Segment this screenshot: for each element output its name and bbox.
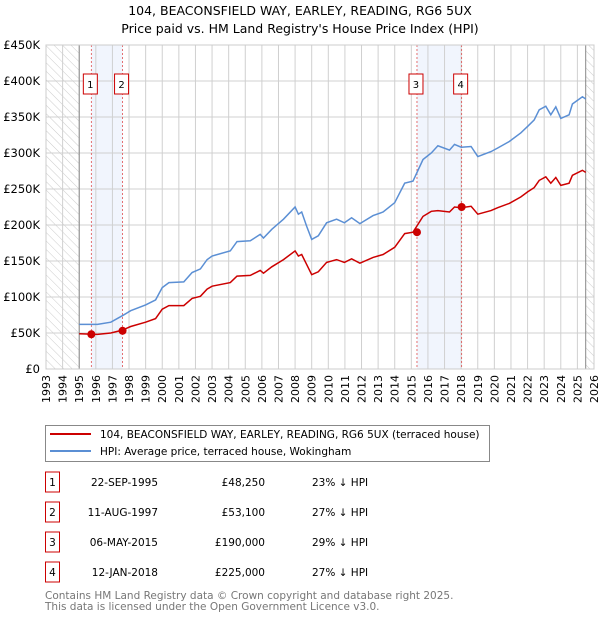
sale-marker-label: 1 — [87, 80, 93, 91]
sale-row: 4 12-JAN-2018 £225,000 27% ↓ HPI — [45, 561, 368, 583]
x-tick-label: 2024 — [555, 375, 568, 403]
sale-number-box — [45, 561, 60, 583]
y-tick-label: £250K — [3, 182, 40, 196]
footer-line-1: Contains HM Land Registry data © Crown c… — [45, 590, 453, 602]
sale-hpi-diff: 27% ↓ HPI — [312, 567, 368, 579]
sale-price: £48,250 — [222, 477, 265, 489]
x-tick-label: 2022 — [522, 375, 535, 403]
legend-label-price: 104, BEACONSFIELD WAY, EARLEY, READING, … — [100, 429, 480, 441]
x-tick-label: 2020 — [488, 375, 501, 403]
x-tick-label: 2026 — [588, 375, 600, 403]
y-tick-label: £150K — [3, 254, 40, 268]
sale-row: 3 06-MAY-2015 £190,000 29% ↓ HPI — [45, 531, 368, 553]
x-tick-label: 1999 — [140, 375, 153, 403]
sale-number-box — [45, 531, 60, 553]
sale-hpi-diff: 23% ↓ HPI — [312, 477, 368, 489]
x-tick-label: 2021 — [505, 375, 518, 403]
sale-marker-label: 3 — [413, 80, 419, 91]
sale-date: 22-SEP-1995 — [91, 477, 158, 489]
y-tick-label: £0 — [25, 362, 40, 376]
x-tick-label: 1998 — [123, 375, 136, 403]
chart-title: 104, BEACONSFIELD WAY, EARLEY, READING, … — [128, 3, 472, 18]
hpi-line — [79, 95, 587, 326]
sale-hpi-diff: 27% ↓ HPI — [312, 507, 368, 519]
x-tick-label: 2012 — [356, 375, 369, 403]
x-tick-label: 2008 — [289, 375, 302, 403]
x-tick-label: 1997 — [106, 375, 119, 403]
sale-hpi-diff: 29% ↓ HPI — [312, 537, 368, 549]
sales-table: 1 22-SEP-1995 £48,250 23% ↓ HPI 2 11-AUG-1997… — [45, 471, 368, 583]
y-tick-label: £200K — [3, 218, 40, 232]
y-tick-label: £400K — [3, 74, 40, 88]
sale-marker-box — [408, 73, 424, 95]
x-tick-label: 2000 — [156, 375, 169, 403]
x-tick-label: 1995 — [73, 375, 86, 403]
y-tick-label: £300K — [3, 146, 40, 160]
x-tick-label: 2023 — [538, 375, 551, 403]
x-tick-label: 2004 — [223, 375, 236, 403]
sale-marker-box — [114, 73, 130, 95]
sale-date: 12-JAN-2018 — [92, 567, 158, 579]
no-data-region-right — [585, 45, 594, 369]
legend-label-hpi: HPI: Average price, terraced house, Woki… — [100, 446, 351, 458]
sale-price: £225,000 — [215, 567, 265, 579]
y-tick-label: £350K — [3, 110, 40, 124]
sale-point — [412, 228, 421, 237]
sale-number: 4 — [49, 567, 56, 579]
x-tick-label: 2006 — [256, 375, 269, 403]
y-tick-label: £100K — [3, 290, 40, 304]
shaded-period — [91, 45, 123, 369]
sale-row: 1 22-SEP-1995 £48,250 23% ↓ HPI — [45, 471, 368, 493]
x-tick-label: 2013 — [372, 375, 385, 403]
plot-frame — [45, 44, 595, 370]
x-tick-label: 1994 — [57, 375, 70, 403]
sale-number: 2 — [49, 507, 56, 519]
y-tick-label: £450K — [3, 38, 40, 52]
x-tick-label: 2018 — [455, 375, 468, 403]
sale-point — [118, 326, 127, 335]
legend: 104, BEACONSFIELD WAY, EARLEY, READING, … — [45, 425, 490, 462]
sale-number: 3 — [49, 537, 56, 549]
sale-price: £190,000 — [215, 537, 265, 549]
x-tick-label: 2010 — [322, 375, 335, 403]
y-tick-label: £50K — [11, 326, 41, 340]
x-tick-label: 2015 — [405, 375, 418, 403]
x-tick-label: 2002 — [189, 375, 202, 403]
x-tick-label: 2007 — [272, 375, 285, 403]
footer-line-2: This data is licensed under the Open Gov… — [44, 601, 380, 613]
x-tick-label: 2017 — [439, 375, 452, 403]
sale-price: £53,100 — [222, 507, 265, 519]
x-tick-label: 2011 — [339, 375, 352, 403]
sale-point — [87, 330, 96, 339]
sale-number-box — [45, 501, 60, 523]
x-tick-label: 2014 — [389, 375, 402, 403]
chart-subtitle: Price paid vs. HM Land Registry's House … — [121, 21, 478, 36]
sale-number: 1 — [49, 477, 56, 489]
sale-marker-label: 2 — [118, 80, 124, 91]
sale-row: 2 11-AUG-1997 £53,100 27% ↓ HPI — [45, 501, 368, 523]
sale-marker-label: 4 — [457, 80, 463, 91]
sale-date: 11-AUG-1997 — [88, 507, 158, 519]
x-tick-label: 2019 — [472, 375, 485, 403]
sale-point — [457, 203, 466, 211]
sale-number-box — [45, 471, 60, 493]
sale-marker-box — [453, 73, 469, 95]
x-tick-label: 1996 — [90, 375, 103, 403]
x-tick-label: 2009 — [306, 375, 319, 403]
sale-date: 06-MAY-2015 — [90, 537, 158, 549]
x-tick-label: 2005 — [239, 375, 252, 403]
x-tick-label: 2003 — [206, 375, 219, 403]
x-tick-label: 2016 — [422, 375, 435, 403]
x-tick-label: 2025 — [571, 375, 584, 403]
x-tick-label: 2001 — [173, 375, 186, 403]
price-paid-line — [79, 169, 587, 336]
x-tick-label: 1993 — [40, 375, 53, 403]
sale-marker-box — [82, 73, 98, 95]
